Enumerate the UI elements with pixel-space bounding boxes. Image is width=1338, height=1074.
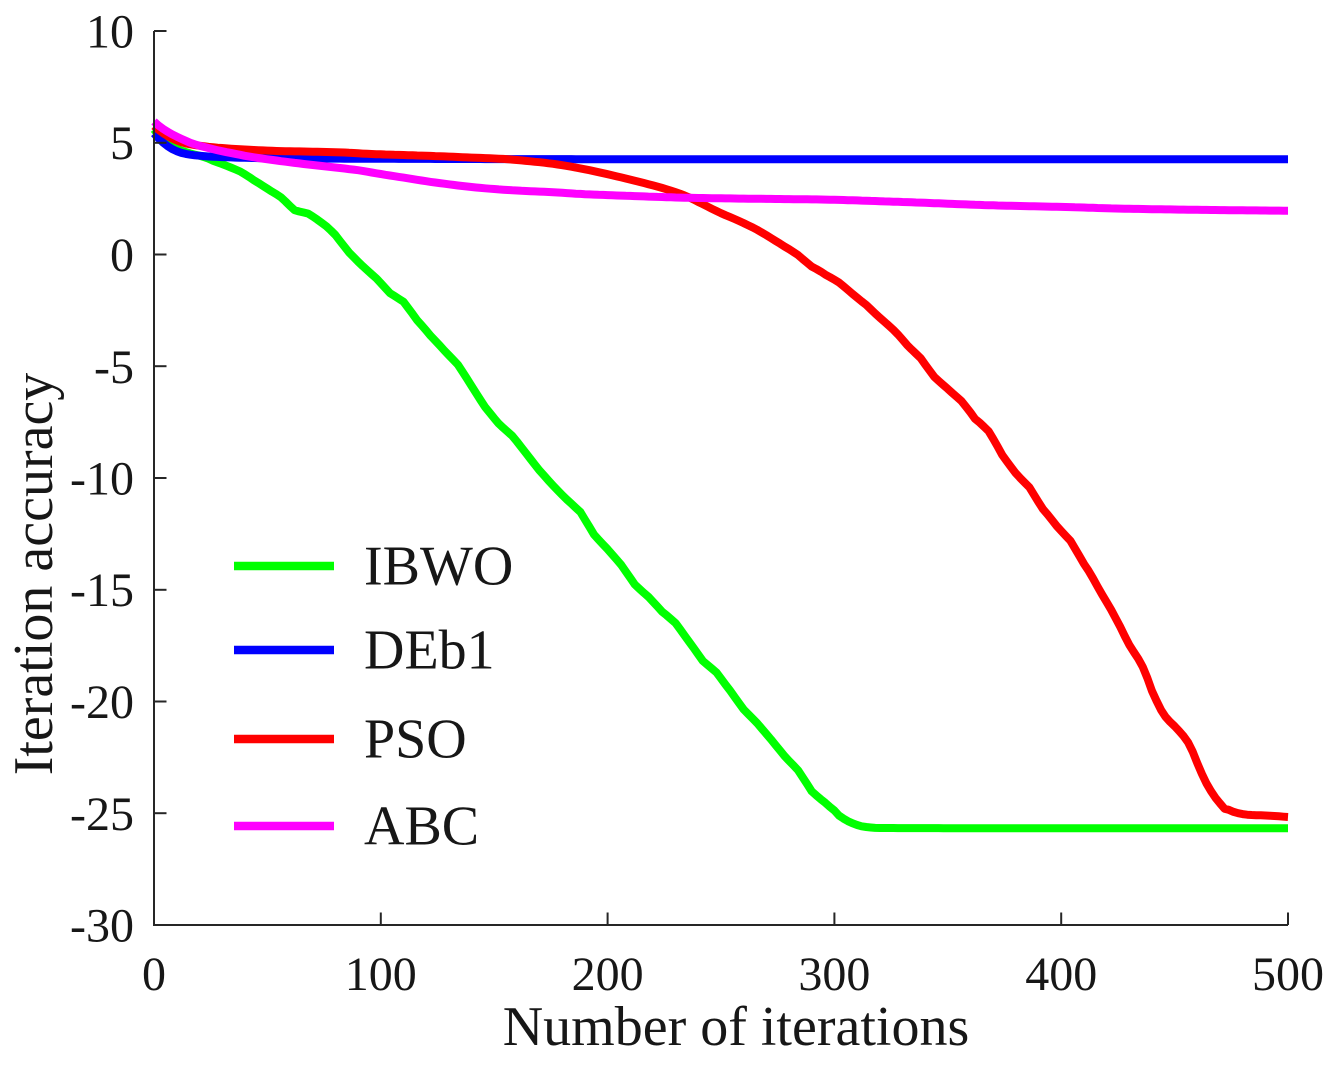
svg-text:-10: -10 xyxy=(70,453,134,506)
svg-text:Number of iterations: Number of iterations xyxy=(503,996,970,1058)
svg-text:Iteration accuracy: Iteration accuracy xyxy=(3,373,65,776)
svg-text:-30: -30 xyxy=(70,900,134,953)
svg-text:-15: -15 xyxy=(70,564,134,617)
svg-text:ABC: ABC xyxy=(364,796,479,858)
svg-text:-5: -5 xyxy=(94,341,134,394)
svg-text:IBWO: IBWO xyxy=(364,536,513,598)
svg-text:DEb1: DEb1 xyxy=(364,620,495,682)
svg-text:-25: -25 xyxy=(70,788,134,841)
svg-text:100: 100 xyxy=(345,948,417,1001)
svg-text:5: 5 xyxy=(110,117,134,170)
svg-text:10: 10 xyxy=(86,6,134,59)
svg-text:0: 0 xyxy=(110,229,134,282)
svg-text:500: 500 xyxy=(1252,948,1324,1001)
svg-text:PSO: PSO xyxy=(364,709,467,771)
svg-text:300: 300 xyxy=(798,948,870,1001)
svg-text:-20: -20 xyxy=(70,676,134,729)
svg-text:400: 400 xyxy=(1025,948,1097,1001)
svg-text:200: 200 xyxy=(572,948,644,1001)
svg-text:0: 0 xyxy=(142,948,166,1001)
